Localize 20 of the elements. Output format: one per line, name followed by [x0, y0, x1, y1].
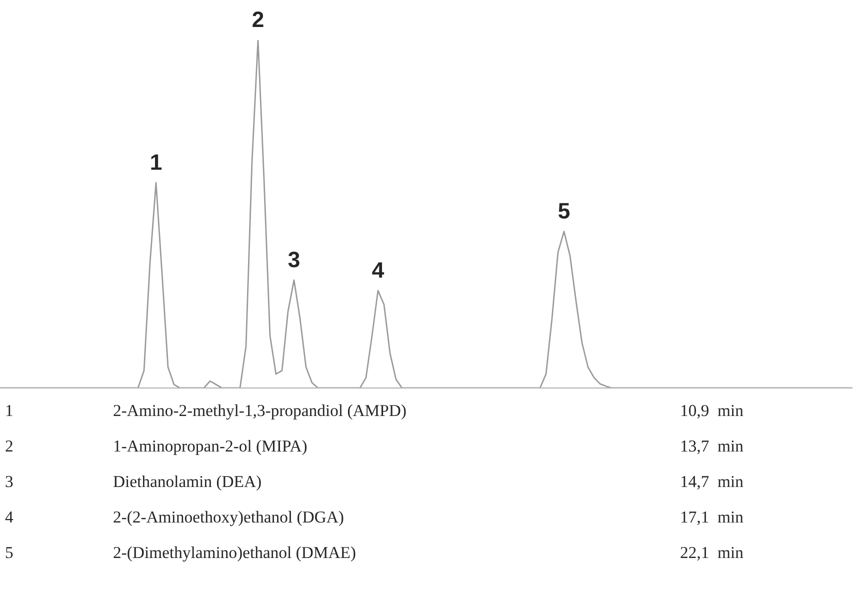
- text: 1-Aminopropan-2-ol (MIPA): [114, 440, 307, 456]
- text: 10,9 min: [681, 404, 744, 419]
- annotation: 4: [372, 262, 384, 278]
- annotation: 3: [288, 252, 300, 268]
- annotation: 5: [558, 203, 570, 219]
- text: 13,7 min: [681, 440, 744, 454]
- text: 2-(2-Aminoethoxy)ethanol (DGA): [114, 510, 344, 526]
- text: 1: [6, 405, 12, 416]
- text: 2-(Dimethylamino)ethanol (DMAE): [114, 546, 356, 562]
- text: 4: [5, 512, 14, 523]
- text: 2-Amino-2-methyl-1,3-propandiol (AMPD): [114, 404, 406, 420]
- text: 2: [252, 12, 264, 28]
- text: Diethanolamin (DEA): [113, 475, 261, 491]
- text: 2: [6, 440, 12, 452]
- text: 3: [6, 476, 13, 488]
- text: 22,1 min: [680, 546, 744, 561]
- annotation: 1: [151, 154, 162, 170]
- text: 14,7 min: [681, 476, 744, 490]
- text: 5: [6, 547, 13, 558]
- text: 17,1 min: [681, 511, 744, 526]
